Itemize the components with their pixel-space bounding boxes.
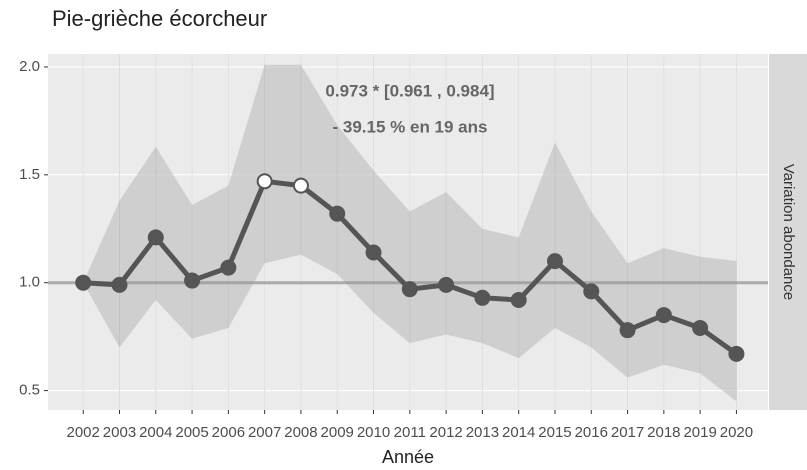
x-axis-label: Année xyxy=(382,447,434,467)
x-tick-label: 2006 xyxy=(212,424,245,441)
data-point xyxy=(292,177,309,194)
data-point xyxy=(365,244,382,261)
x-tick-label: 2019 xyxy=(683,424,716,441)
data-point xyxy=(728,345,745,362)
data-point xyxy=(401,281,418,298)
y-tick-label: 1.0 xyxy=(19,274,40,291)
x-tick-label: 2003 xyxy=(103,424,136,441)
x-tick-label: 2018 xyxy=(647,424,680,441)
x-tick-label: 2009 xyxy=(321,424,354,441)
data-point xyxy=(184,272,201,289)
data-point xyxy=(692,320,709,337)
x-tick-label: 2008 xyxy=(284,424,317,441)
x-tick-label: 2013 xyxy=(466,424,499,441)
x-tick-label: 2011 xyxy=(394,424,426,441)
y-tick-label: 2.0 xyxy=(19,58,40,75)
x-tick-label: 2010 xyxy=(357,424,390,441)
data-point xyxy=(546,253,563,270)
x-tick-label: 2016 xyxy=(575,424,608,441)
x-tick-label: 2012 xyxy=(429,424,462,441)
y-tick-label: 0.5 xyxy=(19,382,40,399)
x-tick-label: 2017 xyxy=(611,424,644,441)
x-tick-label: 2020 xyxy=(720,424,753,441)
annotation: - 39.15 % en 19 ans xyxy=(333,117,488,136)
x-tick-label: 2002 xyxy=(67,424,100,441)
data-point xyxy=(111,276,128,293)
data-point xyxy=(510,291,527,308)
data-point xyxy=(474,289,491,306)
x-tick-label: 2004 xyxy=(139,424,172,441)
plot-area: 0.5 1.0 1.5 2.0 2002 2003 2004 2005 2006 2007 2008… xyxy=(19,54,768,441)
annotation: 0.973 * [0.961 , 0.984] xyxy=(325,81,494,100)
data-point xyxy=(655,307,672,324)
data-point xyxy=(147,229,164,246)
data-point xyxy=(256,173,273,190)
facet-label: Variation abondance xyxy=(780,164,797,301)
data-point xyxy=(583,283,600,300)
chart-title: Pie-grièche écorcheur xyxy=(52,6,267,31)
x-tick-label: 2014 xyxy=(502,424,535,441)
x-tick-label: 2005 xyxy=(175,424,208,441)
facet-strip xyxy=(769,54,807,410)
data-point xyxy=(329,205,346,222)
data-point xyxy=(619,322,636,339)
y-tick-label: 1.5 xyxy=(19,166,40,183)
data-point xyxy=(438,276,455,293)
confidence-band xyxy=(83,64,737,402)
x-tick-label: 2015 xyxy=(538,424,571,441)
x-tick-label: 2007 xyxy=(248,424,281,441)
data-point xyxy=(75,274,92,291)
data-point xyxy=(220,259,237,276)
